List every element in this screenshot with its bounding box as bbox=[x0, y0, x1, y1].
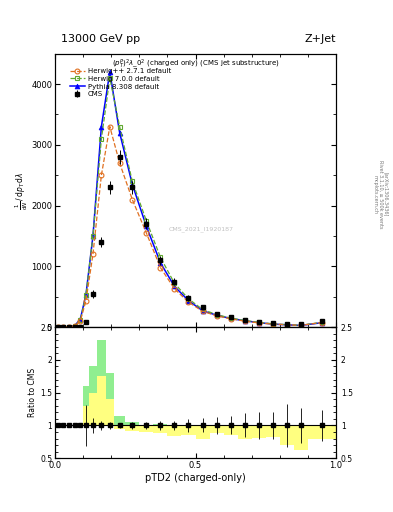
Pythia 8.308 default bbox=[186, 297, 191, 304]
Herwig++ 2.7.1 default bbox=[256, 320, 261, 326]
Herwig 7.0.0 default bbox=[72, 323, 77, 329]
Pythia 8.308 default bbox=[91, 233, 95, 239]
Pythia 8.308 default bbox=[61, 324, 66, 330]
Herwig 7.0.0 default bbox=[61, 324, 66, 330]
Herwig++ 2.7.1 default bbox=[144, 230, 149, 236]
Herwig++ 2.7.1 default bbox=[99, 172, 104, 178]
Herwig++ 2.7.1 default bbox=[214, 313, 219, 319]
Line: Herwig++ 2.7.1 default: Herwig++ 2.7.1 default bbox=[55, 124, 324, 330]
Herwig++ 2.7.1 default bbox=[67, 324, 72, 330]
Legend: Herwig++ 2.7.1 default, Herwig 7.0.0 default, Pythia 8.308 default, CMS: Herwig++ 2.7.1 default, Herwig 7.0.0 def… bbox=[70, 68, 171, 97]
Herwig++ 2.7.1 default bbox=[186, 299, 191, 305]
Herwig 7.0.0 default bbox=[172, 280, 177, 286]
Herwig++ 2.7.1 default bbox=[285, 322, 289, 328]
Herwig++ 2.7.1 default bbox=[158, 265, 163, 271]
Pythia 8.308 default bbox=[55, 324, 60, 330]
Herwig 7.0.0 default bbox=[320, 319, 324, 326]
Pythia 8.308 default bbox=[84, 292, 88, 298]
Herwig 7.0.0 default bbox=[130, 178, 135, 184]
Herwig 7.0.0 default bbox=[214, 311, 219, 317]
Text: $(p_T^P)^2\lambda\_0^2$ (charged only) (CMS jet substructure): $(p_T^P)^2\lambda\_0^2$ (charged only) (… bbox=[112, 58, 279, 71]
Herwig++ 2.7.1 default bbox=[78, 318, 83, 324]
Line: Herwig 7.0.0 default: Herwig 7.0.0 default bbox=[55, 76, 324, 330]
Pythia 8.308 default bbox=[72, 323, 77, 329]
Text: [arXiv:1306.3436]: [arXiv:1306.3436] bbox=[384, 173, 388, 217]
Herwig 7.0.0 default bbox=[84, 292, 88, 298]
Pythia 8.308 default bbox=[200, 308, 205, 314]
Herwig 7.0.0 default bbox=[242, 317, 247, 324]
Herwig++ 2.7.1 default bbox=[61, 324, 66, 330]
Pythia 8.308 default bbox=[228, 315, 233, 322]
Herwig++ 2.7.1 default bbox=[55, 324, 60, 330]
Herwig 7.0.0 default bbox=[78, 317, 83, 324]
Herwig 7.0.0 default bbox=[144, 218, 149, 224]
Herwig++ 2.7.1 default bbox=[299, 322, 303, 328]
Herwig 7.0.0 default bbox=[158, 254, 163, 260]
Herwig 7.0.0 default bbox=[200, 306, 205, 312]
Text: Rivet 3.1.10, ≥ 500k events: Rivet 3.1.10, ≥ 500k events bbox=[378, 160, 383, 229]
Herwig 7.0.0 default bbox=[299, 322, 303, 328]
Pythia 8.308 default bbox=[99, 123, 104, 130]
Y-axis label: Ratio to CMS: Ratio to CMS bbox=[28, 368, 37, 417]
Herwig++ 2.7.1 default bbox=[242, 318, 247, 324]
Herwig++ 2.7.1 default bbox=[107, 123, 112, 130]
Pythia 8.308 default bbox=[256, 319, 261, 326]
Herwig 7.0.0 default bbox=[186, 296, 191, 302]
Pythia 8.308 default bbox=[285, 322, 289, 328]
Pythia 8.308 default bbox=[107, 69, 112, 75]
Pythia 8.308 default bbox=[320, 319, 324, 326]
Herwig++ 2.7.1 default bbox=[228, 316, 233, 322]
Herwig++ 2.7.1 default bbox=[72, 323, 77, 329]
Pythia 8.308 default bbox=[172, 283, 177, 289]
Pythia 8.308 default bbox=[78, 316, 83, 322]
Text: CMS_2021_I1920187: CMS_2021_I1920187 bbox=[169, 226, 233, 231]
Pythia 8.308 default bbox=[67, 324, 72, 330]
Pythia 8.308 default bbox=[270, 321, 275, 327]
Herwig 7.0.0 default bbox=[67, 324, 72, 330]
Pythia 8.308 default bbox=[214, 312, 219, 318]
Herwig++ 2.7.1 default bbox=[172, 286, 177, 292]
Herwig++ 2.7.1 default bbox=[130, 197, 135, 203]
Herwig 7.0.0 default bbox=[256, 319, 261, 326]
Text: Z+Jet: Z+Jet bbox=[305, 33, 336, 44]
Y-axis label: $\frac{1}{\mathrm{d}N}\,/\,\mathrm{d}p_T\,\mathrm{d}\lambda$: $\frac{1}{\mathrm{d}N}\,/\,\mathrm{d}p_T… bbox=[13, 171, 30, 209]
Herwig++ 2.7.1 default bbox=[91, 251, 95, 257]
Herwig++ 2.7.1 default bbox=[320, 319, 324, 326]
Herwig++ 2.7.1 default bbox=[200, 308, 205, 314]
Herwig 7.0.0 default bbox=[107, 75, 112, 81]
Pythia 8.308 default bbox=[144, 223, 149, 229]
Pythia 8.308 default bbox=[158, 260, 163, 266]
Herwig 7.0.0 default bbox=[285, 322, 289, 328]
Herwig 7.0.0 default bbox=[99, 136, 104, 142]
Herwig++ 2.7.1 default bbox=[117, 160, 122, 166]
Herwig++ 2.7.1 default bbox=[270, 321, 275, 327]
Line: Pythia 8.308 default: Pythia 8.308 default bbox=[55, 70, 324, 330]
Pythia 8.308 default bbox=[299, 323, 303, 329]
X-axis label: pTD2 (charged-only): pTD2 (charged-only) bbox=[145, 473, 246, 483]
Herwig 7.0.0 default bbox=[55, 324, 60, 330]
Text: 13000 GeV pp: 13000 GeV pp bbox=[61, 33, 140, 44]
Pythia 8.308 default bbox=[242, 318, 247, 324]
Pythia 8.308 default bbox=[117, 130, 122, 136]
Herwig++ 2.7.1 default bbox=[84, 298, 88, 304]
Pythia 8.308 default bbox=[130, 181, 135, 187]
Text: mcplots.cern.ch: mcplots.cern.ch bbox=[373, 175, 378, 214]
Herwig 7.0.0 default bbox=[228, 315, 233, 321]
Herwig 7.0.0 default bbox=[270, 321, 275, 327]
Herwig 7.0.0 default bbox=[117, 123, 122, 130]
Herwig 7.0.0 default bbox=[91, 233, 95, 239]
